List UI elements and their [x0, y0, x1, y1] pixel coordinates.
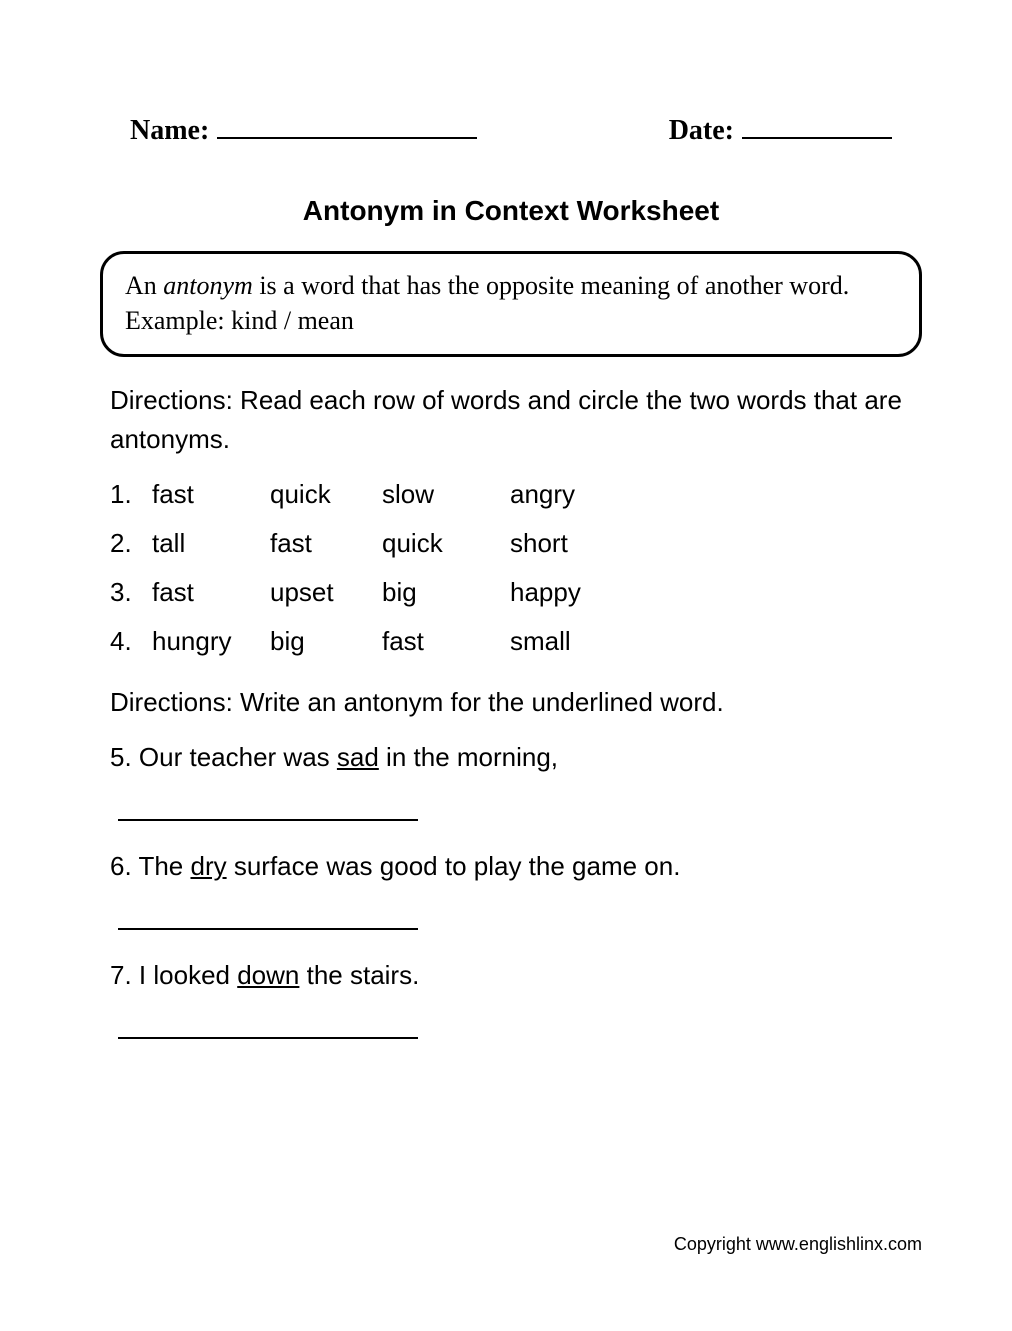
worksheet-title: Antonym in Context Worksheet [100, 195, 922, 227]
row-number: 4. [110, 626, 152, 657]
answer-blank[interactable] [118, 900, 418, 930]
question-pre: Our teacher was [139, 742, 337, 772]
word-grid: 1. fast quick slow angry 2. tall fast qu… [110, 479, 922, 657]
definition-prefix: An [125, 271, 163, 300]
word-cell: fast [382, 626, 510, 657]
word-cell: fast [152, 479, 270, 510]
date-field: Date: [669, 115, 892, 147]
row-number: 3. [110, 577, 152, 608]
question-pre: I looked [139, 960, 237, 990]
question-underlined: sad [337, 742, 379, 772]
word-cell: fast [270, 528, 382, 559]
question-7: 7. I looked down the stairs. [110, 960, 922, 991]
word-cell: tall [152, 528, 270, 559]
name-field: Name: [130, 115, 477, 147]
header-row: Name: Date: [100, 115, 922, 147]
word-cell: upset [270, 577, 382, 608]
word-cell: quick [382, 528, 510, 559]
question-post: surface was good to play the game on. [227, 851, 681, 881]
word-row: 1. fast quick slow angry [110, 479, 922, 510]
word-cell: big [382, 577, 510, 608]
word-cell: angry [510, 479, 630, 510]
word-cell: big [270, 626, 382, 657]
question-post: the stairs. [299, 960, 419, 990]
word-cell: short [510, 528, 630, 559]
answer-blank[interactable] [118, 791, 418, 821]
question-6: 6. The dry surface was good to play the … [110, 851, 922, 882]
question-underlined: dry [190, 851, 226, 881]
answer-blank[interactable] [118, 1009, 418, 1039]
word-row: 4. hungry big fast small [110, 626, 922, 657]
word-cell: small [510, 626, 630, 657]
word-cell: happy [510, 577, 630, 608]
name-label: Name: [130, 115, 209, 146]
question-number: 5. [110, 742, 132, 772]
word-row: 3. fast upset big happy [110, 577, 922, 608]
question-pre: The [138, 851, 190, 881]
question-post: in the morning, [379, 742, 558, 772]
date-label: Date: [669, 115, 734, 146]
copyright-footer: Copyright www.englishlinx.com [674, 1234, 922, 1255]
question-5: 5. Our teacher was sad in the morning, [110, 742, 922, 773]
worksheet-page: Name: Date: Antonym in Context Worksheet… [0, 0, 1012, 1331]
word-cell: quick [270, 479, 382, 510]
question-number: 7. [110, 960, 132, 990]
definition-box: An antonym is a word that has the opposi… [100, 251, 922, 357]
directions-1: Directions: Read each row of words and c… [110, 381, 922, 459]
question-number: 6. [110, 851, 132, 881]
date-blank[interactable] [742, 119, 892, 139]
word-cell: hungry [152, 626, 270, 657]
word-cell: fast [152, 577, 270, 608]
row-number: 2. [110, 528, 152, 559]
word-row: 2. tall fast quick short [110, 528, 922, 559]
name-blank[interactable] [217, 119, 477, 139]
word-cell: slow [382, 479, 510, 510]
directions-2: Directions: Write an antonym for the und… [110, 683, 922, 722]
row-number: 1. [110, 479, 152, 510]
question-underlined: down [237, 960, 299, 990]
definition-term: antonym [163, 271, 253, 300]
